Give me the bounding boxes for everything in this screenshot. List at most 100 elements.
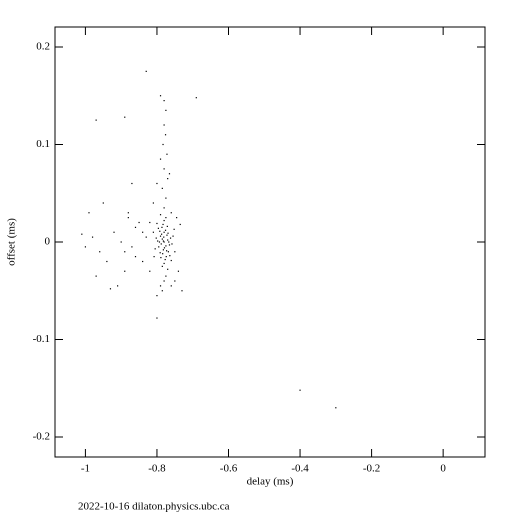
point — [167, 232, 169, 234]
point — [156, 295, 158, 297]
footer: 2022-10-16 dilaton.physics.ubc.ca — [78, 501, 230, 512]
point — [163, 124, 165, 126]
point — [88, 212, 90, 214]
point — [165, 109, 167, 111]
plot-frame — [54, 26, 486, 458]
y-tick-label: 0 — [45, 236, 51, 248]
point — [163, 280, 165, 282]
point — [134, 256, 137, 258]
point — [161, 238, 163, 240]
point — [134, 226, 137, 228]
point — [163, 236, 165, 238]
point — [167, 239, 169, 241]
y-axis-label: offset (ms) — [6, 218, 18, 266]
point — [164, 134, 167, 136]
x-tick-label: -0.2 — [363, 463, 380, 475]
point — [158, 241, 161, 243]
point — [99, 251, 101, 253]
point — [170, 259, 172, 262]
point — [156, 182, 158, 185]
point — [127, 212, 129, 214]
point — [335, 407, 337, 409]
point — [167, 251, 170, 253]
point — [159, 95, 162, 97]
point — [159, 235, 162, 237]
point — [154, 248, 156, 250]
x-tick-label: -0.8 — [148, 463, 166, 475]
point — [152, 202, 154, 204]
point — [299, 389, 301, 391]
point — [174, 280, 176, 282]
point — [163, 219, 165, 222]
point — [162, 253, 164, 255]
point — [163, 241, 165, 243]
point — [153, 256, 155, 258]
point — [95, 119, 97, 121]
point — [166, 153, 168, 155]
point — [167, 268, 169, 270]
point — [171, 243, 173, 245]
point — [131, 246, 133, 248]
point — [179, 223, 181, 226]
x-tick-label: -0.6 — [220, 463, 238, 475]
point — [124, 251, 126, 253]
point — [195, 97, 197, 99]
point — [165, 197, 167, 199]
point — [161, 233, 163, 235]
point — [169, 255, 171, 257]
point — [142, 231, 144, 233]
point — [168, 241, 170, 243]
point — [166, 250, 168, 252]
point — [167, 178, 169, 180]
point — [172, 235, 174, 237]
point — [164, 229, 167, 231]
point — [161, 226, 163, 228]
point — [160, 243, 162, 245]
point — [165, 245, 167, 247]
point — [163, 247, 166, 249]
point — [120, 241, 122, 243]
point — [163, 207, 165, 209]
point — [156, 222, 158, 225]
point — [170, 212, 172, 214]
point — [127, 217, 129, 219]
point — [149, 221, 151, 224]
point — [158, 246, 160, 248]
point — [173, 228, 175, 230]
point — [176, 217, 178, 219]
point — [169, 237, 172, 239]
point — [131, 182, 133, 185]
point — [106, 260, 108, 263]
point — [166, 225, 168, 227]
point — [145, 236, 147, 238]
point — [164, 258, 166, 261]
point — [145, 70, 147, 72]
point — [159, 252, 161, 254]
point — [163, 231, 165, 233]
x-tick-label: -0.4 — [291, 463, 309, 475]
point — [159, 230, 161, 232]
point — [157, 240, 159, 242]
point — [165, 256, 167, 258]
point — [168, 244, 171, 246]
point — [109, 288, 112, 290]
x-axis-label: delay (ms) — [247, 476, 294, 488]
point — [165, 217, 167, 219]
point — [149, 270, 151, 272]
point — [161, 290, 163, 292]
point — [113, 231, 115, 233]
point — [156, 317, 158, 319]
point — [174, 251, 176, 253]
point — [124, 116, 126, 118]
point — [162, 249, 164, 251]
point — [170, 285, 172, 287]
x-tick-label: 0 — [440, 463, 446, 475]
point — [162, 240, 164, 242]
point — [91, 236, 94, 238]
point — [161, 265, 163, 267]
y-tick-label: -0.2 — [33, 431, 50, 443]
point — [102, 202, 104, 204]
point — [181, 290, 183, 292]
point — [160, 257, 162, 259]
